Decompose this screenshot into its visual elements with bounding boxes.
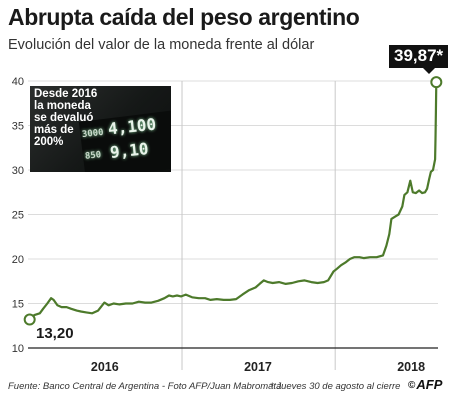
data-point-marker: [23, 313, 36, 326]
chart-subtitle: Evolución del valor de la moneda frente …: [8, 37, 315, 53]
footnote: * Jueves 30 de agosto al cierre: [270, 381, 401, 392]
afp-logo-text: AFP: [416, 377, 443, 392]
data-point-marker: [430, 76, 443, 89]
y-tick-label: 15: [12, 299, 24, 311]
y-tick-label: 20: [12, 254, 24, 266]
series-line: [28, 82, 438, 321]
photo-board-value: 850: [84, 150, 102, 162]
start-value-label: 13,20: [36, 325, 74, 342]
copyright-icon: ©: [408, 380, 416, 391]
y-tick-label: 10: [12, 343, 24, 355]
source-credit: Fuente: Banco Central de Argentina - Fot…: [8, 381, 282, 392]
y-tick-label: 35: [12, 121, 24, 133]
x-tick-label: 2018: [397, 360, 425, 374]
chart-title: Abrupta caída del peso argentino: [8, 4, 360, 30]
afp-logo: ©AFP: [408, 377, 442, 392]
y-tick-label: 25: [12, 210, 24, 222]
y-tick-label: 40: [12, 76, 24, 88]
photo-board-value: 9,10: [109, 139, 150, 162]
end-value-callout: 39,87*: [389, 45, 449, 74]
x-tick-label: 2017: [244, 360, 272, 374]
y-tick-label: 30: [12, 165, 24, 177]
x-tick-label: 2016: [91, 360, 119, 374]
photo-caption: Desde 2016 la moneda se devaluó más de 2…: [34, 88, 98, 148]
currency-board-photo: 3000 4,100 850 9,10 Desde 2016 la moneda…: [30, 86, 171, 172]
